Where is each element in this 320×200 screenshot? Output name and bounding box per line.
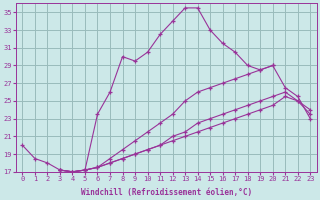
X-axis label: Windchill (Refroidissement éolien,°C): Windchill (Refroidissement éolien,°C) bbox=[81, 188, 252, 197]
